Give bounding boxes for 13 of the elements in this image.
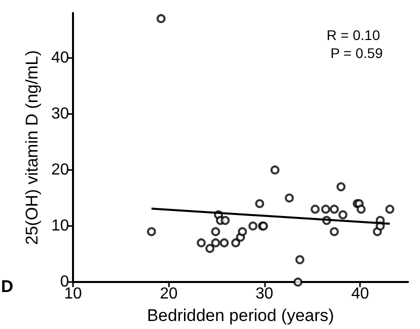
- x-tick-label: 30: [256, 286, 274, 303]
- x-tick-label: 40: [351, 286, 370, 303]
- x-axis-title: Bedridden period (years): [146, 306, 334, 325]
- x-tick-label: 20: [160, 286, 178, 303]
- y-tick-label: 30: [51, 105, 70, 122]
- y-axis-title: 25(OH) vitamin D (ng/mL): [22, 50, 42, 245]
- y-tick-label: 10: [51, 218, 70, 235]
- x-tick-label: 10: [64, 286, 82, 303]
- y-tick-label: 20: [51, 161, 70, 178]
- annotation: P = 0.59: [330, 45, 383, 61]
- y-tick-label: 40: [51, 49, 70, 66]
- text: D: [1, 277, 14, 296]
- annotation: R = 0.10: [326, 27, 380, 43]
